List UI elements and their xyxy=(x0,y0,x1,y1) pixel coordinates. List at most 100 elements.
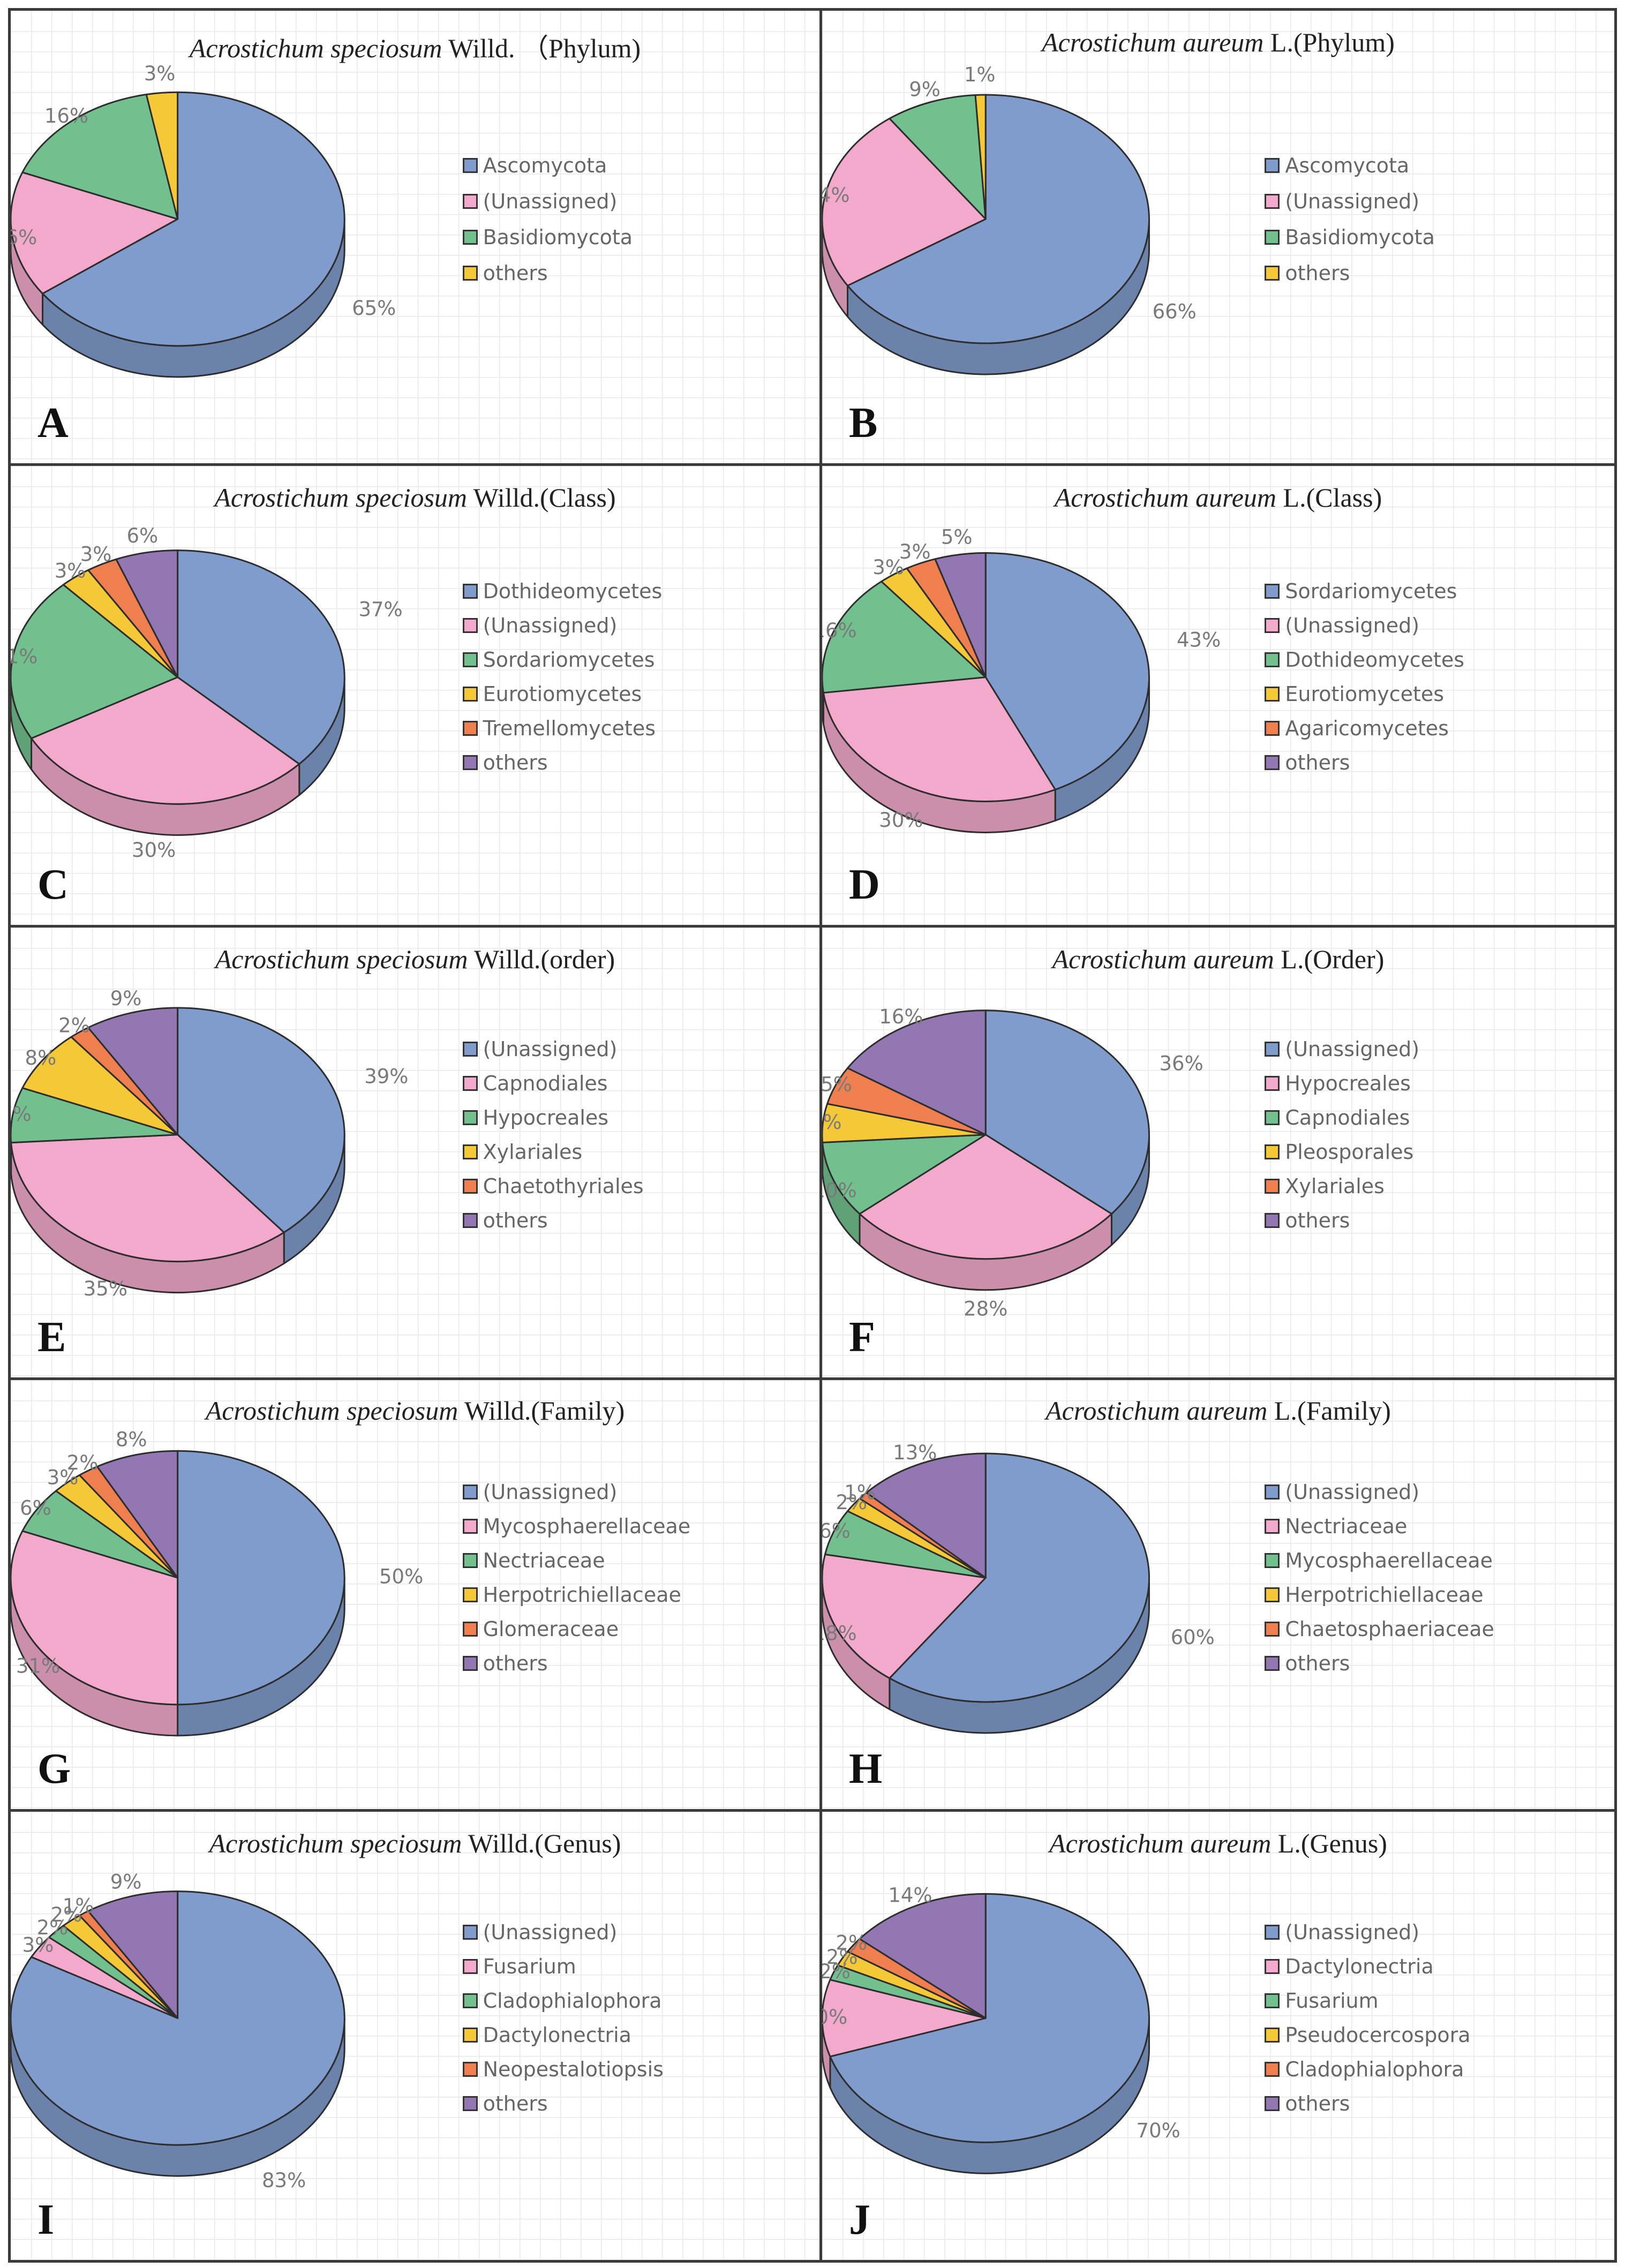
legend-label: (Unassigned) xyxy=(483,189,618,213)
legend-label: Sordariomycetes xyxy=(483,648,655,672)
chart-title-species: Acrostichum aureum xyxy=(1042,27,1264,57)
pie-label-1: 39% xyxy=(364,1065,408,1088)
legend-item: others xyxy=(1265,2086,1470,2121)
pie-label-6: 9% xyxy=(110,987,142,1010)
pie-slice-1 xyxy=(42,91,345,347)
legend-swatch xyxy=(462,1144,478,1159)
pie-label-5: 2% xyxy=(58,1014,90,1037)
legend-label: (Unassigned) xyxy=(483,1480,618,1504)
legend-label: Ascomycota xyxy=(1285,153,1410,177)
pie-chart: 36% 28% 10% 5% 5% 16% xyxy=(822,1005,1203,1320)
legend-swatch xyxy=(462,1075,478,1091)
panel-letter: D xyxy=(849,861,880,908)
legend-label: Dactylonectria xyxy=(1285,1955,1434,1979)
legend-label: Hypocreales xyxy=(483,1105,609,1129)
legend-label: (Unassigned) xyxy=(1285,1480,1420,1504)
legend-swatch xyxy=(462,157,478,173)
pie-label-4: 3% xyxy=(47,1466,79,1489)
chart-title: Acrostichum aureum L.(Class) xyxy=(822,482,1614,513)
chart-legend: Ascomycota (Unassigned) Basidiomycota other… xyxy=(1265,147,1435,291)
pie-chart: 43% 30% 16% 3%3% 5% xyxy=(822,526,1221,833)
legend-swatch xyxy=(1265,229,1280,245)
pie-chart: 66% 24% 9% 1% xyxy=(822,63,1197,375)
legend-item: Basidiomycota xyxy=(462,219,633,255)
legend-swatch xyxy=(1265,618,1280,634)
chart-legend: (Unassigned) Fusarium Cladophialophora Dact… xyxy=(462,1915,664,2121)
legend-label: Capnodiales xyxy=(1285,1105,1410,1129)
legend-swatch xyxy=(1265,1656,1280,1671)
pie-slice-4 xyxy=(974,94,987,220)
legend-item: others xyxy=(1265,255,1434,291)
pie-label-3: 16% xyxy=(822,619,857,642)
legend-label: Cladophialophora xyxy=(1285,2058,1464,2082)
legend-swatch xyxy=(1265,2096,1280,2112)
pie-slice-6 xyxy=(859,1893,987,2019)
pie-label-6: 13% xyxy=(893,1441,937,1464)
legend-item: Xylariales xyxy=(1265,1169,1419,1203)
legend-label: Fusarium xyxy=(1285,1989,1379,2013)
legend-item: Dothideomycetes xyxy=(1265,643,1464,677)
legend-label: Capnodiales xyxy=(483,1071,608,1095)
pie-chart: 50% 31% 6% 3%2% 8% xyxy=(11,1428,423,1737)
chart-title-rank: Willd.(Class) xyxy=(467,483,616,513)
chart-legend: (Unassigned) Dactylonectria Fusarium Pseudo… xyxy=(1265,1915,1471,2121)
legend-label: Chaetothyriales xyxy=(483,1174,644,1198)
legend-item: Neopestalotiopsis xyxy=(462,2052,664,2086)
panel-letter: A xyxy=(37,400,69,447)
legend-label: Eurotiomycetes xyxy=(1285,682,1445,706)
legend-swatch xyxy=(1265,1622,1280,1637)
chart-legend: (Unassigned) Nectriaceae Mycosphaerellacea… xyxy=(1265,1475,1494,1681)
pie-label-3: 7% xyxy=(11,1103,32,1126)
chart-panel-c: Acrostichum speciosum Willd.(Class) C 37% 3… xyxy=(8,463,822,928)
legend-item: (Unassigned) xyxy=(1265,183,1434,219)
legend-swatch xyxy=(462,584,478,599)
legend-label: others xyxy=(483,1652,548,1675)
legend-swatch xyxy=(462,2062,478,2077)
chart-panel-h: Acrostichum aureum L.(Family) H 60% 18% 6% 2%… xyxy=(819,1377,1617,1812)
legend-label: others xyxy=(1285,1652,1350,1675)
legend-item: Eurotiomycetes xyxy=(1265,677,1464,711)
pie-slice-1 xyxy=(177,549,345,765)
pie-slice-1 xyxy=(177,1450,345,1706)
legend-item: Herpotrichiellaceae xyxy=(462,1578,691,1612)
pie-slice-6 xyxy=(866,1452,987,1579)
legend-item: Chaetosphaeriaceae xyxy=(1265,1612,1494,1646)
legend-label: Herpotrichiellaceae xyxy=(483,1583,681,1607)
legend-label: Mycosphaerellaceae xyxy=(1285,1549,1493,1572)
legend-item: Dothideomycetes xyxy=(462,574,662,608)
legend-item: Dactylonectria xyxy=(1265,1949,1470,1984)
pie-chart: 83%3%2%2%1%9% xyxy=(11,1871,345,2192)
pie-chart: 70%10%2%2%2%14% xyxy=(822,1883,1180,2174)
chart-title-species: Acrostichum speciosum xyxy=(214,483,468,513)
legend-label: Cladophialophora xyxy=(483,1989,662,2013)
chart-title: Acrostichum aureum L.(Family) xyxy=(822,1395,1614,1426)
legend-label: Mycosphaerellaceae xyxy=(483,1514,691,1538)
legend-item: Nectriaceae xyxy=(462,1543,691,1578)
pie-label-3: 21% xyxy=(11,645,37,668)
legend-swatch xyxy=(462,1212,478,1228)
chart-title-rank: Willd. （Phylum) xyxy=(442,33,641,63)
legend-label: Eurotiomycetes xyxy=(483,682,642,706)
pie-label-6: 14% xyxy=(888,1883,932,1907)
chart-title-species: Acrostichum aureum xyxy=(1049,1828,1272,1858)
legend-item: (Unassigned) xyxy=(462,183,633,219)
legend-label: Dactylonectria xyxy=(483,2023,631,2047)
chart-panel-j: Acrostichum aureum L.(Genus)J70%10%2%2%2… xyxy=(819,1809,1617,2263)
legend-label: Xylariales xyxy=(483,1140,583,1164)
chart-title-species: Acrostichum aureum xyxy=(1054,483,1277,513)
chart-title: Acrostichum aureum L.(Phylum) xyxy=(822,27,1614,58)
chart-legend: Dothideomycetes (Unassigned) Sordariomycet… xyxy=(462,574,662,780)
legend-item: others xyxy=(462,1203,644,1238)
pie-label-3: 10% xyxy=(822,1179,857,1202)
pie-slice-1 xyxy=(177,1007,345,1233)
pie-label-1: 66% xyxy=(1153,300,1197,323)
pie-label-2: 24% xyxy=(822,184,850,207)
legend-item: Cladophialophora xyxy=(1265,2052,1470,2086)
legend-item: Chaetothyriales xyxy=(462,1169,644,1203)
legend-label: others xyxy=(483,261,548,285)
legend-item: others xyxy=(1265,1646,1494,1681)
chart-panel-f: Acrostichum aureum L.(Order) F 36% 28% 10% 5%… xyxy=(819,925,1617,1380)
legend-swatch xyxy=(1265,157,1280,173)
pie-label-6: 8% xyxy=(116,1428,147,1451)
legend-item: Basidiomycota xyxy=(1265,219,1435,255)
